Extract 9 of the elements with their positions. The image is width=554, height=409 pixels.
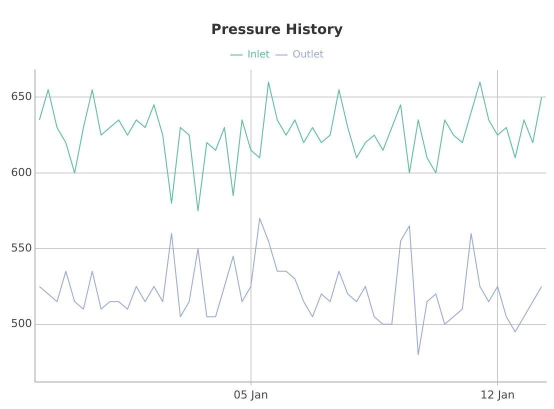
legend-label: Inlet	[247, 50, 270, 61]
chart-title: Pressure History	[210, 22, 344, 38]
y-tick-label: 500	[10, 317, 32, 330]
legend-label: Outlet	[292, 50, 324, 61]
y-tick-label: 550	[10, 241, 32, 254]
y-tick-label: 600	[10, 166, 32, 179]
x-tick-label: 12 Jan	[480, 388, 515, 402]
y-tick-label: 650	[10, 90, 32, 104]
x-tick-label: 05 Jan	[234, 388, 268, 402]
